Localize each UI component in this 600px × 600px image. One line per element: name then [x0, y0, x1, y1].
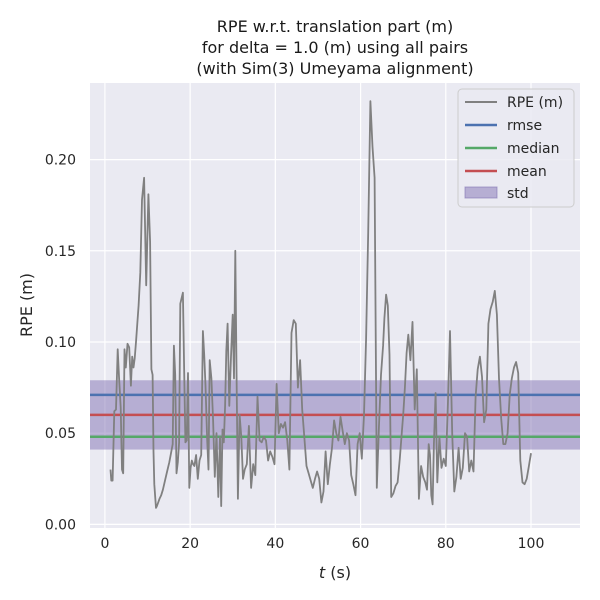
- y-axis-label: RPE (m): [17, 273, 36, 337]
- x-tick-label: 100: [518, 536, 545, 552]
- x-tick-label: 0: [100, 536, 109, 552]
- chart-title-line-2: for delta = 1.0 (m) using all pairs: [202, 38, 468, 57]
- legend-box: [457, 88, 575, 208]
- y-tick-label: 0.10: [45, 335, 76, 351]
- x-axis-label: t (s): [319, 563, 351, 582]
- y-tick-label: 0.05: [45, 426, 76, 442]
- legend-std-label: std: [507, 186, 529, 202]
- x-tick-label: 40: [266, 536, 284, 552]
- legend-rpe-label: RPE (m): [507, 95, 563, 111]
- y-tick-label: 0.00: [45, 517, 76, 533]
- legend-median-label: median: [507, 141, 559, 157]
- x-tick-label: 60: [352, 536, 370, 552]
- x-tick-label: 20: [181, 536, 199, 552]
- x-tick-labels: 0 20 40 60 80 100: [100, 536, 544, 552]
- y-tick-label: 0.15: [45, 244, 76, 260]
- rpe-series-line: [109, 100, 532, 509]
- x-tick-label: 80: [437, 536, 455, 552]
- legend: RPE (m) rmse median mean std: [457, 88, 575, 208]
- y-tick-labels: 0.00 0.05 0.10 0.15 0.20: [45, 153, 76, 534]
- legend-rmse-label: rmse: [507, 118, 542, 134]
- legend-std-swatch: [464, 186, 498, 199]
- legend-mean-label: mean: [507, 164, 547, 180]
- y-tick-label: 0.20: [45, 153, 76, 169]
- chart-title-line-1: RPE w.r.t. translation part (m): [217, 17, 453, 36]
- chart-title-line-3: (with Sim(3) Umeyama alignment): [196, 59, 473, 78]
